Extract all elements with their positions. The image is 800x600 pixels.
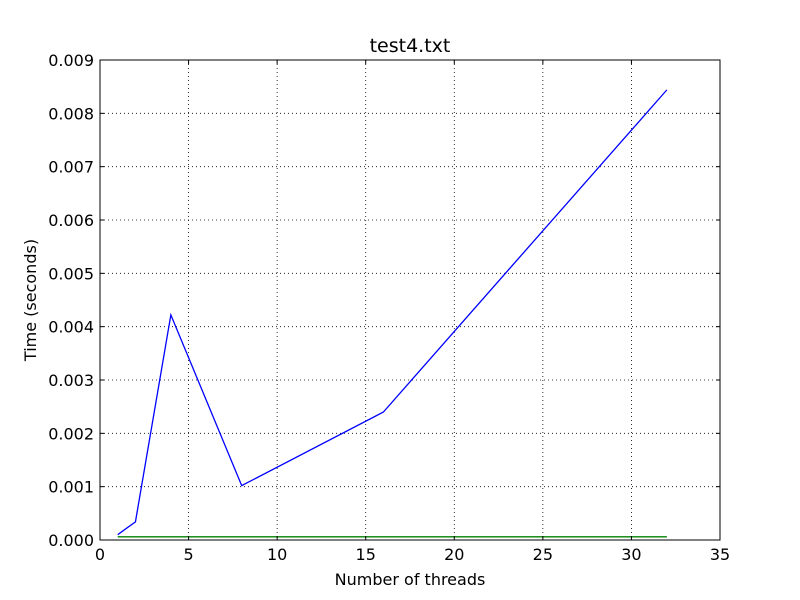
y-tick-label: 0.003	[48, 371, 94, 390]
ticks: 0 5 10 15 20 25 30 35 0.000 0.001 0.002 0.003 0.004 0…	[48, 51, 730, 564]
x-tick-label: 30	[621, 545, 641, 564]
y-axis-label: Time (seconds)	[21, 239, 40, 362]
chart-title: test4.txt	[370, 35, 451, 57]
x-tick-label: 25	[533, 545, 553, 564]
x-tick-label: 20	[444, 545, 464, 564]
series-line-1	[117, 89, 668, 536]
x-tick-label: 5	[183, 545, 193, 564]
y-tick-label: 0.004	[48, 318, 94, 337]
y-tick-label: 0.007	[48, 158, 94, 177]
series-group	[117, 89, 668, 538]
y-tick-label: 0.008	[48, 104, 94, 123]
plot-frame	[99, 59, 721, 541]
y-tick-label: 0.000	[48, 531, 94, 550]
y-tick-label: 0.009	[48, 51, 94, 70]
y-tick-label: 0.006	[48, 211, 94, 230]
grid	[100, 60, 720, 540]
y-tick-label: 0.002	[48, 424, 94, 443]
x-tick-label: 10	[267, 545, 287, 564]
y-tick-label: 0.005	[48, 264, 94, 283]
x-tick-label: 15	[356, 545, 376, 564]
y-tick-label: 0.001	[48, 478, 94, 497]
x-axis-label: Number of threads	[335, 570, 486, 589]
x-tick-label: 0	[95, 545, 105, 564]
x-tick-label: 35	[710, 545, 730, 564]
